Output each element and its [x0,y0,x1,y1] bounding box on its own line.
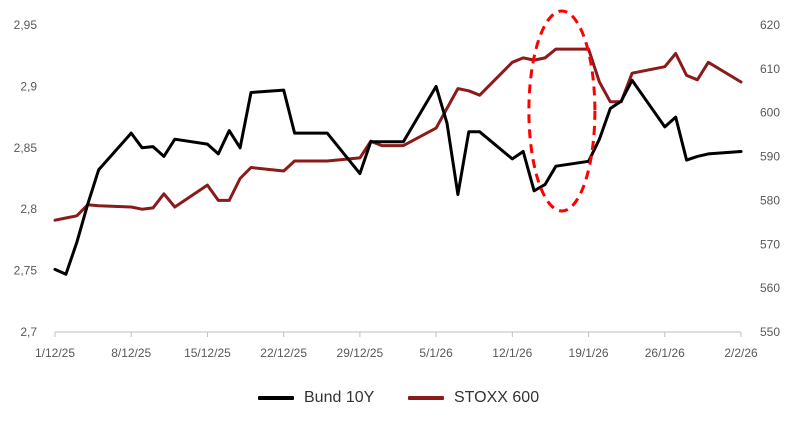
series-layer [53,47,743,276]
legend-label-stoxx-600: STOXX 600 [454,389,540,406]
right-tick-label: 560 [760,281,780,295]
legend-item-bund-10y: Bund 10Y [258,378,374,418]
x-tick-label: 5/1/26 [419,346,453,360]
highlight-ellipse [527,9,597,213]
legend: Bund 10Y STOXX 600 [0,378,800,418]
x-tick-label: 19/1/26 [569,346,609,360]
series-line-stoxx-600 [53,47,743,222]
x-axis: 1/12/25 8/12/25 15/12/25 22/12/25 29/12/25 5/… [35,331,758,360]
legend-swatch-bund-10y [258,396,294,400]
x-tick-label: 1/12/25 [35,346,75,360]
x-tick-label: 29/12/25 [337,346,384,360]
series-line-bund-10y [53,78,743,276]
right-tick-label: 610 [760,62,780,76]
right-y-axis: 550 560 570 580 590 600 610 620 [760,18,780,339]
right-tick-label: 580 [760,193,780,207]
x-tick-label: 12/1/26 [492,346,532,360]
legend-swatch-stoxx-600 [408,396,444,400]
x-tick-label: 22/12/25 [260,346,307,360]
x-tick-label: 15/12/25 [184,346,231,360]
legend-label-bund-10y: Bund 10Y [304,389,375,406]
right-tick-label: 570 [760,237,780,251]
line-chart: 2,7 2,75 2,8 2,85 2,9 2,95 550 560 570 580 590 600… [14,9,780,360]
x-tick-label: 2/2/26 [724,346,758,360]
x-tick-label: 26/1/26 [645,346,685,360]
left-tick-label: 2,75 [14,264,38,278]
legend-item-stoxx-600: STOXX 600 [408,378,539,418]
left-y-axis: 2,7 2,75 2,8 2,85 2,9 2,95 [14,18,38,339]
right-tick-label: 620 [760,18,780,32]
right-tick-label: 600 [760,106,780,120]
left-tick-label: 2,95 [14,18,38,32]
left-tick-label: 2,85 [14,141,38,155]
x-tick-label: 8/12/25 [111,346,151,360]
left-tick-label: 2,7 [20,325,37,339]
annotation-layer [527,9,597,213]
right-tick-label: 550 [760,325,780,339]
left-tick-label: 2,8 [20,202,37,216]
left-tick-label: 2,9 [20,79,37,93]
right-tick-label: 590 [760,150,780,164]
